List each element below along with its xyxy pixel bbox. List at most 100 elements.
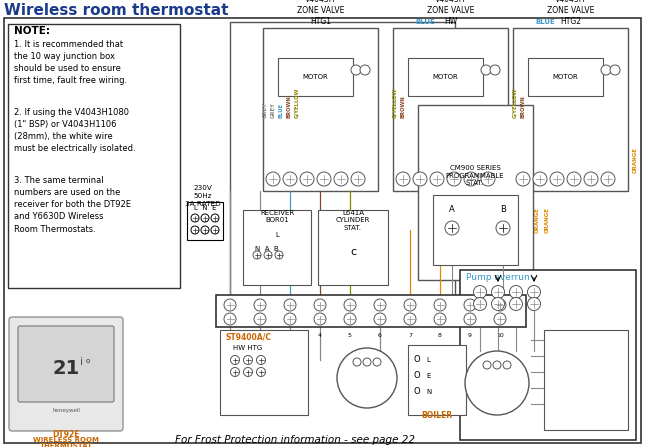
Bar (230, 22, 455, 300)
Bar (433, 195, 518, 265)
Bar (216, 295, 526, 327)
Text: BOILER: BOILER (421, 411, 453, 420)
Circle shape (211, 214, 219, 222)
Text: RECEIVER
BOR01: RECEIVER BOR01 (260, 210, 294, 224)
Bar (408, 345, 466, 415)
Text: B: B (500, 206, 506, 215)
Circle shape (465, 351, 529, 415)
Text: O: O (549, 384, 555, 392)
Text: 10: 10 (496, 333, 504, 338)
Circle shape (503, 361, 511, 369)
Circle shape (201, 226, 209, 234)
Text: L: L (275, 232, 279, 238)
Text: O: O (414, 371, 421, 380)
Text: MOTOR: MOTOR (553, 74, 579, 80)
Circle shape (464, 172, 478, 186)
Text: N  E  L: N E L (486, 375, 508, 380)
Text: G/YELLOW: G/YELLOW (513, 88, 517, 118)
Circle shape (434, 299, 446, 311)
Circle shape (224, 299, 236, 311)
Circle shape (224, 313, 236, 325)
Text: N  A  B: N A B (255, 246, 279, 252)
Text: O: O (414, 388, 421, 396)
Circle shape (396, 172, 410, 186)
Text: GREY: GREY (270, 102, 275, 118)
Text: 2: 2 (258, 333, 262, 338)
Text: CM900 SERIES
PROGRAMMABLE
STAT.: CM900 SERIES PROGRAMMABLE STAT. (446, 165, 504, 186)
Bar (187, 202, 223, 240)
Circle shape (483, 361, 491, 369)
Bar (243, 210, 311, 285)
Text: O: O (549, 336, 555, 345)
Circle shape (191, 226, 199, 234)
Circle shape (510, 286, 522, 299)
Circle shape (264, 251, 272, 259)
Circle shape (253, 251, 261, 259)
Text: 7: 7 (408, 333, 412, 338)
Text: PUMP: PUMP (486, 385, 508, 391)
Text: N  E  L: N E L (356, 370, 378, 375)
Text: 9: 9 (504, 295, 508, 301)
Circle shape (493, 361, 501, 369)
Circle shape (211, 226, 219, 234)
Text: 4: 4 (318, 333, 322, 338)
Circle shape (257, 367, 266, 376)
Text: L: L (426, 357, 430, 363)
Text: i: i (81, 357, 84, 367)
Circle shape (337, 348, 397, 408)
Bar (278, 58, 353, 96)
Text: °: ° (84, 358, 91, 371)
Text: c: c (350, 247, 356, 257)
Circle shape (404, 299, 416, 311)
Circle shape (244, 355, 252, 364)
Text: N: N (559, 401, 564, 407)
Circle shape (275, 251, 283, 259)
Text: 21: 21 (52, 358, 79, 378)
Circle shape (230, 355, 239, 364)
Circle shape (373, 358, 381, 366)
Text: Pump overrun: Pump overrun (466, 273, 530, 282)
Text: BLUE: BLUE (415, 19, 435, 25)
Text: L  N  E: L N E (194, 205, 216, 211)
Text: ORANGE: ORANGE (633, 147, 637, 173)
Circle shape (528, 286, 541, 299)
Circle shape (496, 221, 510, 235)
Circle shape (334, 172, 348, 186)
Text: Wireless room thermostat: Wireless room thermostat (4, 3, 228, 18)
Text: MOTOR: MOTOR (303, 74, 328, 80)
Bar (418, 105, 533, 280)
Circle shape (473, 286, 486, 299)
Text: V4043H
ZONE VALVE
HTG2: V4043H ZONE VALVE HTG2 (547, 0, 594, 26)
Text: BLUE: BLUE (279, 103, 284, 118)
Circle shape (254, 299, 266, 311)
Text: BROWN: BROWN (286, 95, 292, 118)
Circle shape (284, 299, 296, 311)
Circle shape (464, 313, 476, 325)
Text: 7: 7 (468, 295, 472, 301)
Circle shape (445, 221, 459, 235)
Text: BROWN: BROWN (401, 95, 406, 118)
Circle shape (254, 313, 266, 325)
Text: 10: 10 (517, 295, 526, 301)
Text: SL: SL (559, 337, 567, 343)
Text: E: E (426, 373, 430, 379)
Text: 3: 3 (288, 333, 292, 338)
Text: E: E (559, 385, 563, 391)
Circle shape (601, 65, 611, 75)
Text: 230V
50Hz
3A RATED: 230V 50Hz 3A RATED (185, 185, 221, 207)
Circle shape (374, 313, 386, 325)
Circle shape (283, 172, 297, 186)
Circle shape (533, 172, 547, 186)
Text: L: L (559, 369, 563, 375)
Text: BLUE: BLUE (535, 19, 555, 25)
Bar (528, 58, 603, 96)
Circle shape (413, 172, 427, 186)
Circle shape (491, 298, 504, 311)
Text: DT92E: DT92E (52, 430, 80, 439)
Text: G/YELLOW: G/YELLOW (393, 88, 397, 118)
Text: 5: 5 (348, 333, 352, 338)
Circle shape (257, 355, 266, 364)
Text: 8: 8 (486, 295, 490, 301)
Circle shape (601, 172, 615, 186)
Text: ORANGE: ORANGE (535, 207, 539, 233)
